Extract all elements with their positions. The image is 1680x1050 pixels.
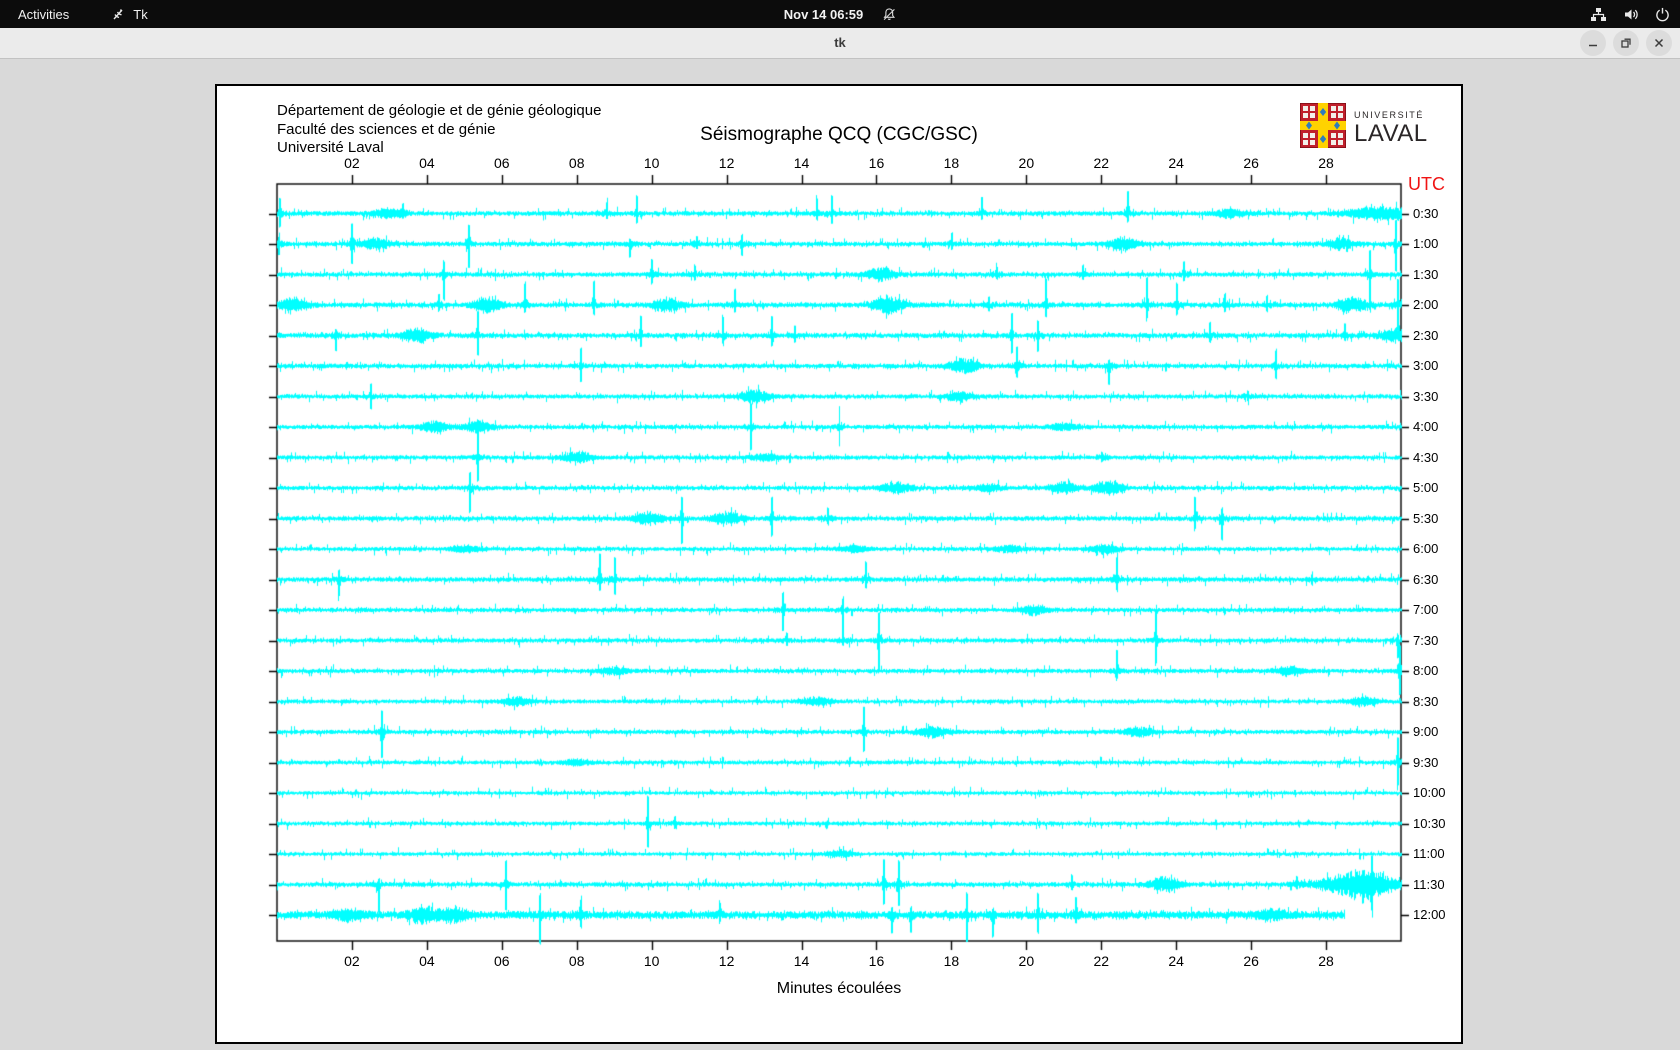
bottom-axis-tick-label: 06: [494, 953, 510, 969]
top-axis-tick-label: 10: [643, 155, 660, 171]
top-axis-tick-label: 24: [1168, 155, 1184, 171]
utc-time-label: 8:30: [1413, 693, 1439, 709]
tk-window-content: Département de géologie et de génie géol…: [0, 59, 1680, 1050]
top-axis-tick-label: 18: [943, 155, 960, 171]
clock-label: Nov 14 06:59: [783, 6, 864, 22]
institution-line-2: Faculté des sciences et de génie: [277, 120, 496, 138]
utc-time-label: 7:00: [1413, 602, 1439, 617]
utc-time-label: 12:00: [1413, 907, 1446, 922]
utc-time-label: 10:00: [1413, 785, 1446, 800]
maximize-button[interactable]: [1613, 30, 1639, 56]
network-wired-icon[interactable]: [1590, 7, 1607, 22]
utc-time-label: 10:30: [1413, 815, 1446, 831]
utc-time-label: 6:30: [1413, 571, 1439, 587]
utc-time-label: 6:00: [1413, 541, 1439, 556]
minimize-button[interactable]: [1580, 30, 1606, 56]
utc-time-label: 1:30: [1413, 266, 1439, 282]
utc-time-label: 4:30: [1413, 449, 1439, 465]
utc-time-label: 1:00: [1413, 236, 1439, 251]
top-axis-tick-label: 06: [494, 155, 510, 171]
logo-universite-label: UNIVERSITÉ: [1354, 109, 1425, 120]
seismograph-canvas: Département de géologie et de génie géol…: [215, 84, 1463, 1044]
bottom-axis-tick-label: 24: [1168, 953, 1184, 969]
bottom-axis-tick-label: 22: [1093, 953, 1110, 969]
bottom-axis-tick-label: 20: [1018, 953, 1035, 969]
bell-slash-icon: [881, 7, 896, 22]
chart-title: Séismographe QCQ (CGC/GSC): [700, 124, 978, 145]
institution-line-3: Université Laval: [277, 139, 384, 156]
bottom-axis-tick-label: 08: [568, 953, 585, 969]
utc-time-label: 9:30: [1413, 754, 1439, 770]
utc-time-label: 8:00: [1413, 663, 1439, 678]
institution-block: Département de géologie et de génie géol…: [277, 102, 601, 158]
focused-app-menu[interactable]: Tk: [105, 0, 153, 28]
bottom-axis-tick-label: 28: [1318, 953, 1334, 969]
bottom-axis-tick-label: 26: [1243, 953, 1259, 969]
activities-label: Activities: [18, 6, 70, 22]
utc-time-label: 3:30: [1413, 388, 1439, 404]
bottom-axis-tick-label: 18: [943, 953, 960, 969]
utc-time-label: 5:30: [1413, 510, 1439, 526]
desktop-top-bar: Activities Tk Nov 14 06:59: [0, 0, 1680, 28]
bottom-axis-tick-label: 10: [643, 953, 660, 969]
utc-time-label: 2:30: [1413, 327, 1439, 343]
x-axis-title: Minutes écoulées: [776, 980, 902, 997]
bottom-axis-tick-label: 14: [793, 953, 810, 969]
top-axis-tick-label: 22: [1093, 155, 1110, 171]
bottom-axis-tick-label: 04: [419, 953, 435, 969]
utc-time-label: 9:00: [1413, 724, 1439, 739]
close-button[interactable]: [1646, 30, 1672, 56]
utc-time-label: 7:30: [1413, 632, 1439, 648]
logo-laval-label: LAVAL: [1354, 119, 1428, 147]
activities-button[interactable]: Activities: [12, 0, 75, 28]
top-axis-tick-label: 08: [568, 155, 585, 171]
utc-axis-label: UTC: [1408, 174, 1445, 194]
seismogram-plot: [217, 86, 1461, 1042]
utc-time-label: 11:30: [1413, 876, 1445, 892]
top-axis-tick-label: 02: [344, 155, 360, 171]
clock-menu[interactable]: Nov 14 06:59: [784, 0, 897, 28]
tk-feather-icon: [111, 7, 126, 22]
bottom-axis-tick-label: 16: [868, 953, 885, 969]
bottom-axis-tick-label: 02: [344, 953, 360, 969]
top-axis-tick-label: 16: [868, 155, 885, 171]
utc-time-label: 0:30: [1413, 205, 1439, 221]
app-name-label: Tk: [133, 6, 148, 22]
top-axis-tick-label: 14: [793, 155, 810, 171]
utc-time-label: 2:00: [1413, 297, 1439, 312]
top-axis-tick-label: 20: [1018, 155, 1035, 171]
utc-time-label: 5:00: [1413, 480, 1439, 495]
top-axis-tick-label: 12: [718, 155, 735, 171]
top-axis-tick-label: 26: [1243, 155, 1259, 171]
window-titlebar[interactable]: tk: [0, 28, 1680, 59]
utc-time-label: 11:00: [1413, 846, 1445, 861]
institution-line-1: Département de géologie et de génie géol…: [277, 102, 602, 119]
top-axis-tick-label: 28: [1318, 155, 1334, 171]
top-axis-tick-label: 04: [419, 155, 435, 171]
laval-shield-icon: [1299, 102, 1347, 153]
utc-time-label: 4:00: [1413, 419, 1439, 434]
volume-icon[interactable]: [1623, 7, 1639, 22]
power-icon[interactable]: [1655, 7, 1670, 22]
universite-laval-logo: UNIVERSITÉ LAVAL: [1299, 102, 1428, 153]
window-title: tk: [834, 35, 846, 50]
utc-time-label: 3:00: [1413, 358, 1439, 373]
bottom-axis-tick-label: 12: [718, 953, 735, 969]
